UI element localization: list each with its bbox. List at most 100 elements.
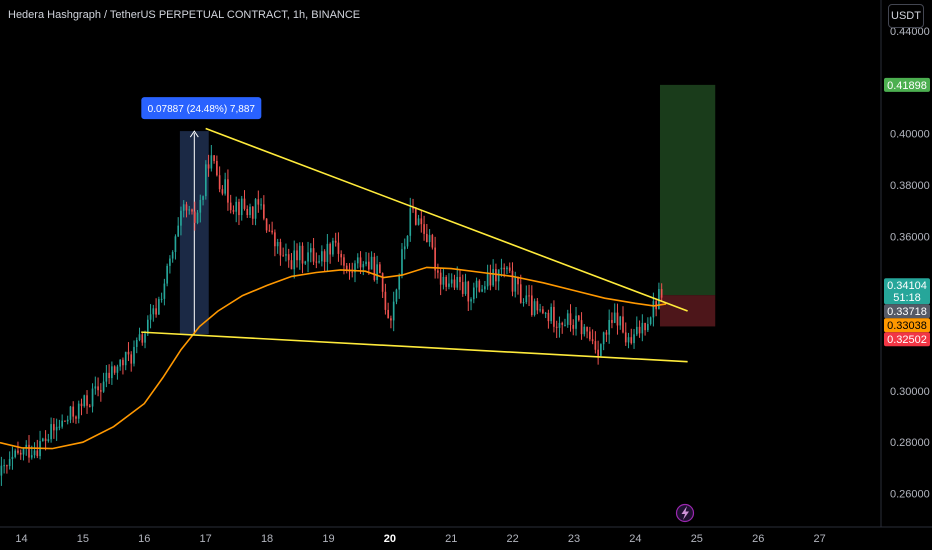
candle-body bbox=[279, 242, 282, 256]
trendline-upper bbox=[205, 127, 688, 312]
candle-body bbox=[329, 243, 331, 255]
candle-body bbox=[124, 351, 127, 366]
candle-body bbox=[102, 381, 105, 392]
candle-body bbox=[536, 301, 539, 311]
candle-body bbox=[649, 317, 652, 325]
candle-body bbox=[403, 246, 406, 250]
candle-body bbox=[298, 245, 301, 261]
measure-label: 0.07887 (24.48%) 7,887 bbox=[148, 104, 256, 115]
candle-body bbox=[138, 334, 141, 340]
candle-body bbox=[185, 204, 188, 211]
candle-body bbox=[539, 309, 541, 311]
candle-body bbox=[80, 403, 83, 407]
candle-body bbox=[461, 282, 464, 294]
candle-body bbox=[296, 250, 298, 261]
candle-body bbox=[624, 332, 627, 343]
candle-body bbox=[484, 286, 486, 290]
candle-body bbox=[594, 341, 597, 350]
candle-body bbox=[627, 337, 630, 343]
candle-body bbox=[406, 235, 409, 247]
candle-body bbox=[503, 267, 506, 270]
candle-body bbox=[122, 359, 124, 366]
candle-body bbox=[439, 272, 442, 285]
candle-body bbox=[561, 322, 564, 325]
candle-body bbox=[77, 403, 80, 419]
candle-body bbox=[130, 354, 133, 364]
candle-body bbox=[591, 339, 594, 342]
candle-body bbox=[583, 326, 586, 335]
price-tag-label: 0.32502 bbox=[887, 334, 927, 346]
time-tick-label: 24 bbox=[629, 533, 641, 545]
candle-body bbox=[486, 273, 489, 287]
candle-body bbox=[111, 366, 113, 379]
candle-body bbox=[232, 210, 235, 212]
candle-body bbox=[373, 256, 376, 280]
candle-body bbox=[519, 284, 522, 303]
currency-button[interactable]: USDT bbox=[888, 4, 924, 28]
candle-body bbox=[141, 334, 144, 343]
candle-body bbox=[414, 208, 417, 225]
price-axis[interactable]: 0.44000 0.40000 0.38000 0.36000 0.30000 0.280… bbox=[890, 26, 930, 501]
candle-body bbox=[392, 301, 395, 321]
candle-body bbox=[500, 267, 503, 270]
candle-body bbox=[304, 261, 307, 264]
candle-body bbox=[467, 281, 470, 302]
candle-body bbox=[456, 276, 459, 288]
candle-body bbox=[160, 298, 163, 300]
candle-body bbox=[265, 218, 268, 231]
measure-arrow-head bbox=[189, 130, 199, 138]
price-tick-label: 0.28000 bbox=[890, 437, 930, 449]
price-tag-label: 0.34104 bbox=[887, 280, 927, 292]
candle-body bbox=[522, 302, 525, 304]
candle-body bbox=[28, 444, 30, 458]
lightning-icon[interactable] bbox=[675, 503, 695, 523]
candle-body bbox=[586, 326, 588, 332]
candle-body bbox=[158, 299, 160, 315]
price-tick-label: 0.44000 bbox=[890, 26, 930, 38]
candle-body bbox=[133, 346, 135, 364]
candle-body bbox=[240, 198, 243, 216]
candle-body bbox=[61, 420, 63, 427]
candle-body bbox=[332, 240, 334, 255]
candle-body bbox=[525, 295, 528, 303]
candle-body bbox=[86, 395, 88, 406]
candle-body bbox=[58, 426, 61, 428]
trendline-lower bbox=[141, 331, 688, 363]
candle-body bbox=[260, 204, 262, 206]
candle-body bbox=[64, 420, 66, 422]
time-axis[interactable]: 14 15 16 17 18 19 20 21 22 23 24 25 26 27 bbox=[15, 533, 825, 545]
candle-body bbox=[105, 372, 108, 382]
candle-body bbox=[268, 230, 271, 232]
candle-body bbox=[224, 179, 226, 194]
candle-body bbox=[17, 450, 19, 453]
candle-body bbox=[658, 289, 660, 310]
candle-body bbox=[437, 270, 439, 273]
candle-body bbox=[660, 289, 663, 298]
candle-body bbox=[113, 366, 116, 373]
candle-body bbox=[191, 209, 193, 212]
candle-body bbox=[91, 388, 94, 407]
price-tick-label: 0.26000 bbox=[890, 489, 930, 501]
candle-body bbox=[514, 277, 517, 292]
candle-body bbox=[533, 301, 536, 316]
candle-body bbox=[511, 270, 514, 292]
candle-body bbox=[580, 320, 583, 335]
candle-body bbox=[254, 199, 257, 219]
candle-body bbox=[177, 225, 180, 237]
candle-body bbox=[470, 299, 472, 302]
candle-body bbox=[88, 405, 91, 407]
candle-body bbox=[354, 263, 356, 273]
candle-body bbox=[238, 201, 240, 216]
candle-body bbox=[94, 386, 97, 389]
candle-body bbox=[218, 175, 221, 190]
candle-body bbox=[6, 465, 8, 467]
candle-body bbox=[0, 465, 3, 476]
candle-body bbox=[566, 313, 569, 325]
candle-body bbox=[271, 230, 273, 233]
candle-body bbox=[83, 395, 86, 407]
candle-body bbox=[558, 322, 561, 328]
candle-body bbox=[343, 257, 345, 266]
time-tick-label: 21 bbox=[445, 533, 457, 545]
candle-body bbox=[398, 275, 401, 290]
